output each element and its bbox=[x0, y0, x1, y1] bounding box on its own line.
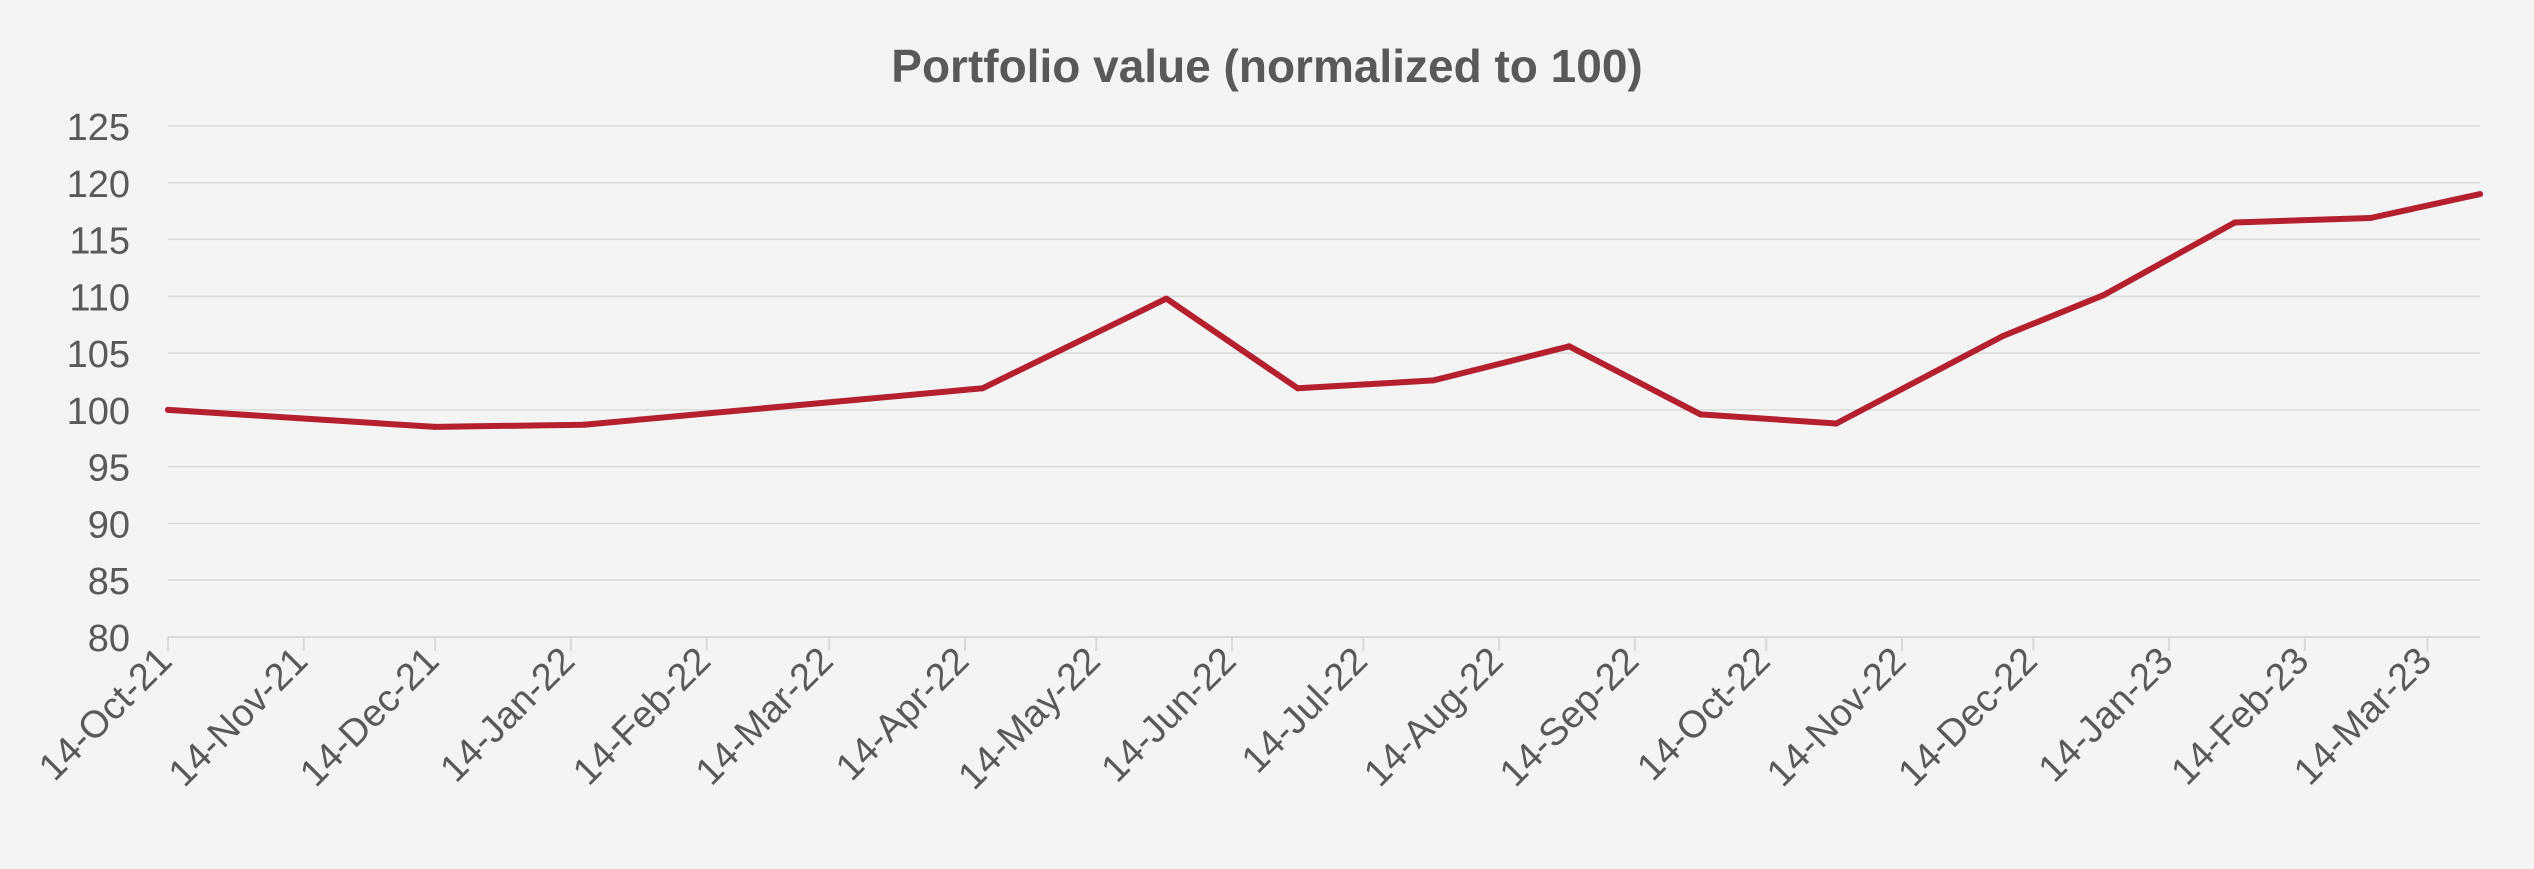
data-point bbox=[1294, 385, 1301, 392]
data-point bbox=[1430, 377, 1437, 384]
y-tick-label: 125 bbox=[67, 107, 130, 149]
y-tick-label: 110 bbox=[69, 277, 130, 319]
y-tick-label: 105 bbox=[67, 334, 130, 376]
y-tick-label: 115 bbox=[69, 221, 130, 263]
data-point bbox=[1697, 411, 1704, 418]
data-point bbox=[979, 385, 986, 392]
y-tick-label: 80 bbox=[88, 618, 130, 660]
data-point bbox=[2477, 191, 2483, 198]
y-tick-label: 95 bbox=[88, 448, 130, 490]
data-point bbox=[165, 406, 171, 413]
data-point bbox=[2231, 219, 2238, 226]
data-point bbox=[580, 421, 587, 428]
chart-title: Portfolio value (normalized to 100) bbox=[891, 40, 1642, 92]
y-tick-label: 85 bbox=[88, 561, 130, 603]
data-point bbox=[1833, 420, 1840, 427]
data-point bbox=[1163, 295, 1170, 302]
data-point bbox=[1566, 343, 1573, 350]
data-point bbox=[2367, 214, 2374, 221]
y-tick-label: 90 bbox=[88, 504, 130, 546]
gridlines bbox=[168, 125, 2480, 581]
y-tick-label: 100 bbox=[67, 391, 130, 433]
data-point bbox=[432, 423, 439, 430]
data-point bbox=[2100, 292, 2107, 299]
series-lines bbox=[165, 191, 2483, 430]
data-point bbox=[1999, 333, 2006, 340]
y-tick-label: 120 bbox=[67, 164, 130, 206]
